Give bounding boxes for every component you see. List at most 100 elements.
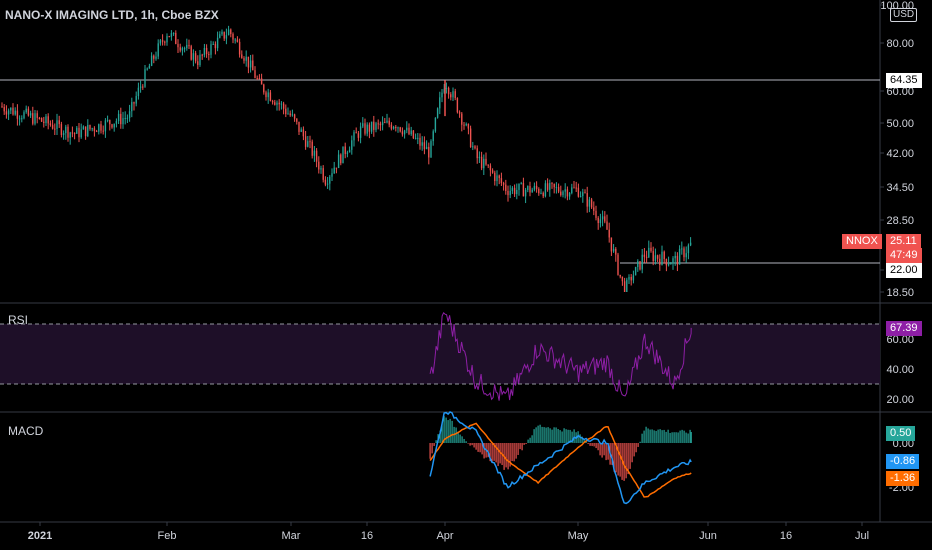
candle-body: [21, 118, 23, 120]
candle-body: [324, 179, 327, 185]
candle-body: [518, 183, 520, 190]
candle-body: [687, 245, 690, 254]
candle-body: [357, 133, 360, 138]
candle-body: [144, 69, 146, 87]
candle-body: [238, 41, 241, 55]
candle-body: [370, 121, 373, 132]
candle-body: [610, 237, 613, 252]
macd-tick-label: 0.00: [893, 438, 914, 450]
candle-body: [617, 254, 619, 275]
candle-body: [485, 158, 487, 165]
candle-body: [419, 137, 421, 146]
candle-body: [40, 118, 43, 122]
candle-body: [555, 187, 558, 189]
candle-body: [406, 127, 408, 131]
candle-body: [678, 248, 681, 265]
candle-body: [203, 47, 206, 56]
candle-body: [553, 183, 555, 188]
candle-body: [188, 44, 190, 47]
rsi-axis[interactable]: 60.00 40.00 20.00: [886, 334, 914, 406]
candle-body: [205, 47, 208, 55]
candle-body: [60, 124, 63, 135]
currency-button[interactable]: USD: [890, 8, 918, 22]
candle-body: [82, 126, 85, 130]
candle-body: [43, 121, 45, 123]
candle-body: [637, 261, 639, 268]
candle-body: [243, 58, 245, 61]
candle-body: [313, 150, 316, 156]
price-tick-label: 80.00: [886, 38, 914, 50]
candle-body: [663, 251, 665, 260]
candle-body: [194, 53, 197, 62]
candle-body: [542, 192, 544, 197]
candle-body: [309, 141, 311, 143]
candle-body: [463, 124, 465, 126]
candle-body: [69, 132, 71, 138]
candle-body: [656, 255, 659, 259]
candle-body: [142, 86, 144, 88]
candle-body: [560, 191, 562, 196]
candle-body: [401, 131, 404, 135]
candle-body: [359, 126, 362, 138]
candle-body: [38, 117, 41, 119]
candle-body: [29, 113, 32, 116]
candle-body: [115, 121, 118, 124]
candle-body: [562, 191, 564, 196]
candle-body: [3, 107, 5, 112]
rsi-line: [429, 311, 692, 401]
candle-body: [146, 68, 148, 70]
candle-body: [84, 126, 87, 137]
candle-body: [36, 113, 38, 118]
candle-body: [628, 276, 630, 280]
candle-body: [529, 186, 531, 193]
candle-body: [355, 132, 357, 134]
candle-body: [241, 54, 243, 59]
candle-body: [269, 92, 272, 101]
symbol-tag: NNOX: [842, 234, 882, 249]
candle-body: [452, 91, 454, 98]
candle-body: [98, 124, 100, 132]
candle-body: [439, 97, 441, 109]
candle-body: [498, 175, 500, 179]
candle-body: [157, 43, 159, 57]
candle-body: [296, 118, 298, 122]
candle-body: [164, 41, 166, 43]
price-tick-label: 28.50: [886, 215, 914, 227]
candle-body: [124, 117, 126, 119]
candle-body: [353, 132, 355, 141]
candle-body: [337, 154, 340, 169]
rsi-tick-label: 40.00: [886, 364, 914, 376]
candle-body: [23, 112, 25, 119]
candle-body: [509, 190, 511, 196]
candle-body: [346, 152, 349, 154]
candle-body: [54, 128, 56, 130]
candle-body: [652, 251, 654, 261]
time-tick-label: Jun: [699, 530, 717, 542]
candle-body: [421, 142, 423, 146]
candle-body: [483, 158, 485, 169]
candle-body: [197, 61, 199, 65]
candle-body: [285, 108, 287, 115]
candle-body: [186, 44, 188, 49]
candle-body: [577, 187, 580, 197]
candle-body: [606, 221, 608, 230]
candle-body: [520, 183, 522, 185]
candle-body: [417, 137, 419, 139]
candle-body: [291, 114, 294, 116]
macd-line: [429, 410, 692, 505]
candle-body: [267, 92, 269, 98]
candle-body: [524, 189, 527, 197]
candle-body: [689, 242, 692, 246]
candle-body: [634, 267, 637, 276]
candle-body: [80, 129, 82, 138]
candle-body: [425, 146, 428, 150]
candle-body: [513, 187, 516, 195]
candle-body: [386, 120, 388, 123]
candle-body: [91, 128, 93, 130]
time-axis[interactable]: 2021 Feb Mar 16 Apr May Jun 16 Jul: [28, 522, 869, 542]
candle-body: [333, 167, 335, 174]
candle-body: [654, 255, 657, 261]
candle-body: [247, 56, 250, 68]
candle-body: [681, 248, 683, 250]
